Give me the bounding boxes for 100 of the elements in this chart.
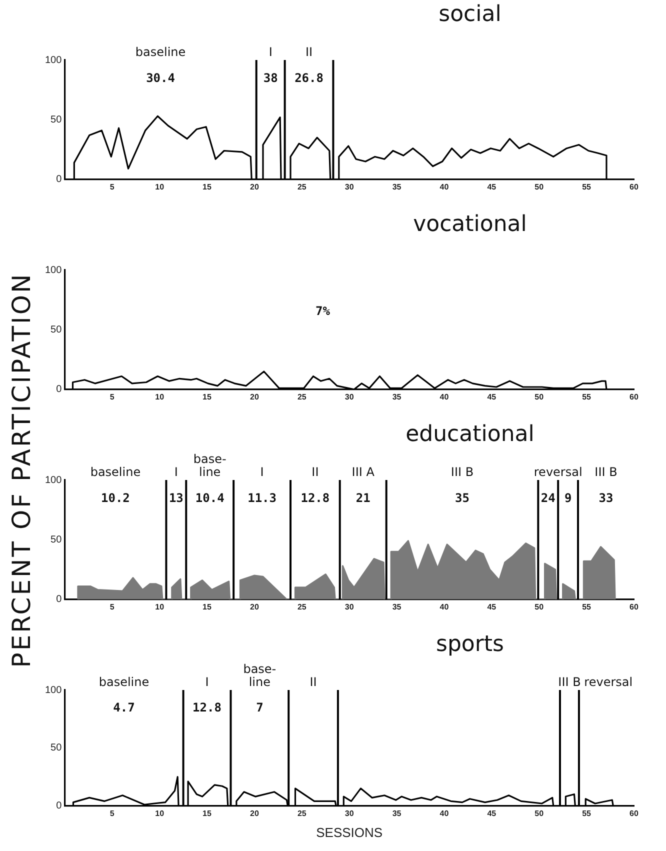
annotation: 24: [540, 491, 556, 506]
annotation: base- line: [193, 452, 226, 479]
annotation: 12.8: [192, 700, 222, 715]
x-tick-label: 50: [534, 808, 544, 818]
annotation: base- line: [243, 662, 276, 689]
y-tick-label: 0: [56, 594, 62, 606]
y-tick-label: 50: [50, 324, 62, 336]
y-tick-label: 0: [56, 800, 62, 812]
x-tick-label: 30: [344, 808, 354, 818]
annotation: III B: [450, 465, 474, 479]
y-tick-label: 50: [50, 114, 62, 126]
x-tick-label: 40: [440, 392, 450, 402]
x-tick-label: 55: [582, 392, 592, 402]
x-tick-label: 35: [392, 182, 402, 192]
chart-title: sports: [434, 632, 506, 657]
x-tick-label: 60: [630, 392, 639, 402]
annotation: I: [260, 465, 264, 479]
annotation: 9: [564, 491, 572, 506]
x-tick-label: 30: [344, 602, 354, 612]
x-tick-label: 45: [487, 182, 497, 192]
x-tick-label: 50: [534, 392, 544, 402]
annotation: baseline: [135, 45, 186, 59]
annotation: 13: [168, 491, 184, 506]
annotation: 26.8: [294, 71, 324, 86]
x-tick-label: 25: [297, 808, 307, 818]
x-tick-label: 55: [582, 182, 592, 192]
x-tick-label: 45: [487, 392, 497, 402]
x-tick-label: 20: [250, 602, 260, 612]
x-tick-label: 20: [250, 182, 260, 192]
x-tick-label: 25: [297, 602, 307, 612]
chart-title: social: [438, 2, 502, 27]
x-tick-label: 40: [440, 182, 450, 192]
x-tick-label: 15: [202, 602, 212, 612]
annotation: 30.4: [146, 71, 175, 86]
x-tick-label: 10: [155, 182, 165, 192]
x-tick-label: 15: [202, 182, 212, 192]
annotation: reversal: [584, 675, 633, 689]
annotation: reversal: [534, 465, 582, 479]
y-tick-label: 100: [44, 54, 62, 66]
annotation: I: [205, 675, 209, 689]
annotation: 7%: [316, 304, 331, 318]
x-tick-label: 15: [202, 392, 212, 402]
x-tick-label: 35: [392, 602, 402, 612]
annotation: 7: [256, 700, 264, 715]
annotation: baseline: [90, 465, 141, 479]
annotation: I: [174, 465, 178, 479]
y-tick-label: 50: [50, 534, 62, 546]
x-tick-label: 20: [250, 392, 260, 402]
annotation: 21: [356, 491, 370, 506]
x-axis-title: SESSIONS: [316, 824, 383, 840]
annotation: 35: [455, 491, 470, 506]
x-tick-label: 40: [440, 808, 450, 818]
x-tick-label: 10: [155, 602, 165, 612]
annotation: 11.3: [248, 491, 276, 506]
x-tick-label: 30: [344, 392, 354, 402]
annotation: III B: [594, 465, 618, 479]
x-tick-label: 50: [534, 602, 544, 612]
annotation: baseline: [98, 675, 150, 689]
x-tick-label: 5: [110, 182, 115, 192]
x-tick-label: 60: [630, 808, 639, 818]
y-tick-label: 0: [56, 384, 62, 396]
annotation: III A: [352, 465, 376, 479]
annotation: III B: [558, 675, 581, 689]
x-tick-label: 30: [344, 182, 354, 192]
x-tick-label: 20: [250, 808, 260, 818]
x-tick-label: 55: [582, 602, 592, 612]
annotation: II: [312, 465, 319, 479]
x-tick-label: 15: [202, 808, 212, 818]
y-tick-label: 50: [50, 742, 62, 754]
y-tick-label: 100: [44, 264, 62, 276]
annotation: 4.7: [113, 700, 135, 715]
x-tick-label: 5: [110, 808, 115, 818]
annotation: 10.2: [100, 491, 130, 506]
x-tick-label: 10: [155, 392, 165, 402]
x-tick-label: 55: [582, 808, 592, 818]
x-tick-label: 60: [630, 182, 639, 192]
x-tick-label: 45: [487, 602, 497, 612]
x-tick-label: 50: [534, 182, 544, 192]
x-tick-label: 45: [487, 808, 497, 818]
chart-title: vocational: [412, 212, 528, 237]
annotation: II: [310, 675, 317, 689]
annotation: I: [268, 45, 272, 59]
y-tick-label: 100: [44, 684, 62, 696]
y-tick-label: 100: [44, 474, 62, 486]
x-tick-label: 5: [110, 392, 115, 402]
x-tick-label: 25: [297, 392, 307, 402]
x-tick-label: 25: [297, 182, 307, 192]
chart-title: educational: [404, 422, 536, 447]
y-axis-title: PERCENT OF PARTICIPATION: [6, 271, 37, 670]
annotation: 33: [598, 491, 614, 506]
x-tick-label: 35: [392, 808, 402, 818]
x-tick-label: 40: [440, 602, 450, 612]
annotation: 10.4: [195, 491, 224, 506]
x-tick-label: 5: [110, 602, 115, 612]
x-tick-label: 60: [630, 602, 639, 612]
x-tick-label: 10: [155, 808, 165, 818]
annotation: 12.8: [300, 491, 330, 506]
y-tick-label: 0: [56, 174, 62, 186]
annotation: 38: [263, 71, 278, 86]
annotation: II: [305, 45, 313, 59]
